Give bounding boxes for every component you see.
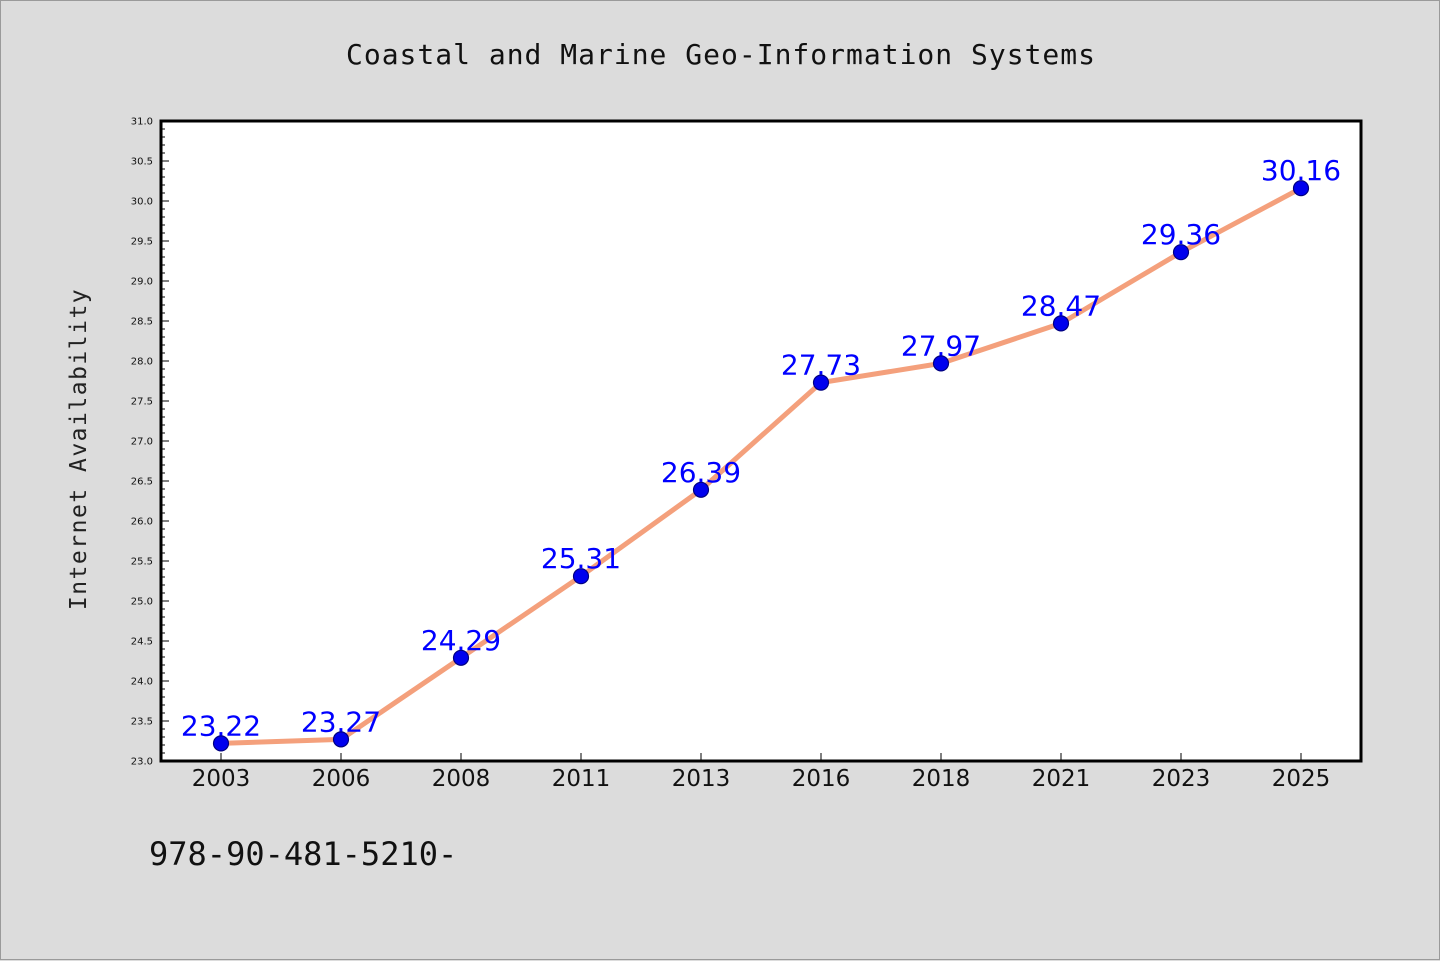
y-tick-label: 25.0 [131,597,153,608]
y-tick-label: 23.5 [131,717,153,728]
data-label: 23.22 [181,709,261,742]
y-tick-label: 26.0 [131,517,153,528]
y-tick-label: 24.0 [131,677,153,688]
y-tick-label: 30.5 [131,157,153,168]
x-tick-label: 2018 [912,766,971,792]
y-tick-label: 26.5 [131,477,153,488]
data-point [332,731,350,748]
data-point [1172,244,1190,261]
y-axis-label: Internet Availability [66,288,92,610]
y-tick-label: 28.0 [131,357,153,368]
plot-area [159,119,1363,763]
x-tick-label: 2025 [1272,766,1331,792]
x-tick-label: 2023 [1152,766,1211,792]
y-tick-label: 25.5 [131,557,153,568]
data-point [692,481,710,498]
y-tick-label: 31.0 [131,117,153,128]
y-tick-label: 30.0 [131,197,153,208]
data-label: 25.31 [541,542,621,575]
data-label: 24.29 [421,624,501,657]
y-tick-label: 28.5 [131,317,153,328]
data-point [452,649,470,666]
data-label: 27.73 [781,349,861,382]
data-point [572,568,590,585]
data-point [812,374,830,391]
series-group: 23.22 23.27 24.29 25.31 26.39 27.73 27.97 28.47… [181,154,1341,752]
data-label: 27.97 [901,329,981,362]
data-point [212,735,230,752]
data-point [1292,180,1310,197]
x-tick-label: 2003 [192,766,251,792]
x-tick-label: 2021 [1032,766,1091,792]
series-line [218,185,1304,746]
data-label: 28.47 [1021,289,1101,322]
footer-text: 978-90-481-5210- [149,835,457,873]
chart-title: Coastal and Marine Geo-Information Syste… [346,38,1096,71]
data-label: 30.16 [1261,154,1341,187]
data-label: 26.39 [661,456,741,489]
y-tick-label: 24.5 [131,637,153,648]
x-tick-label: 2016 [792,766,851,792]
data-point [932,355,950,372]
x-tick-label: 2011 [552,766,611,792]
x-tick-label: 2008 [432,766,491,792]
y-tick-label: 23.0 [131,757,153,768]
x-axis-ticks: 2003 2006 2008 2011 2013 2016 2018 2021 2023 2025 [192,753,1331,792]
y-tick-label: 29.5 [131,237,153,248]
data-label: 29.36 [1141,218,1221,251]
y-tick-label: 27.0 [131,437,153,448]
x-tick-label: 2013 [672,766,731,792]
data-label: 23.27 [301,705,381,738]
y-tick-label: 29.0 [131,277,153,288]
x-tick-label: 2006 [312,766,371,792]
y-axis-ticks: 23.0 23.5 24.0 24.5 25.0 25.5 26.0 26.5 27.0 27.5… [131,117,169,768]
y-tick-label: 27.5 [131,397,153,408]
data-point [1052,315,1070,332]
